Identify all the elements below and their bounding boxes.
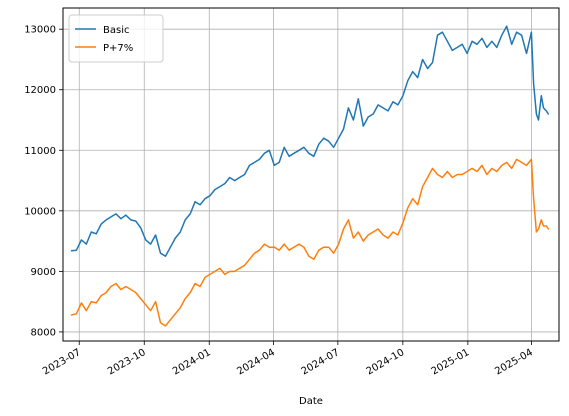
- y-tick-label: 13000: [24, 25, 56, 36]
- plot-frame: [62, 7, 560, 342]
- series-group: [70, 25, 550, 327]
- y-tick-label: 9000: [31, 267, 56, 278]
- y-axis: 8000 9000 10000 11000 12000 13000: [24, 25, 63, 338]
- series-line-p7: [70, 158, 550, 327]
- y-tick-label: 11000: [24, 146, 56, 157]
- legend: Basic P+7%: [68, 14, 164, 63]
- grid-lines: [63, 8, 559, 341]
- series-line-basic: [70, 25, 550, 257]
- y-tick-label: 12000: [24, 85, 56, 96]
- legend-label: Basic: [103, 25, 129, 36]
- y-tick-label: 8000: [31, 327, 56, 338]
- y-tick-label: 10000: [24, 206, 56, 217]
- x-axis-title: Date: [299, 396, 323, 407]
- legend-box: [68, 14, 164, 63]
- legend-label: P+7%: [103, 43, 133, 54]
